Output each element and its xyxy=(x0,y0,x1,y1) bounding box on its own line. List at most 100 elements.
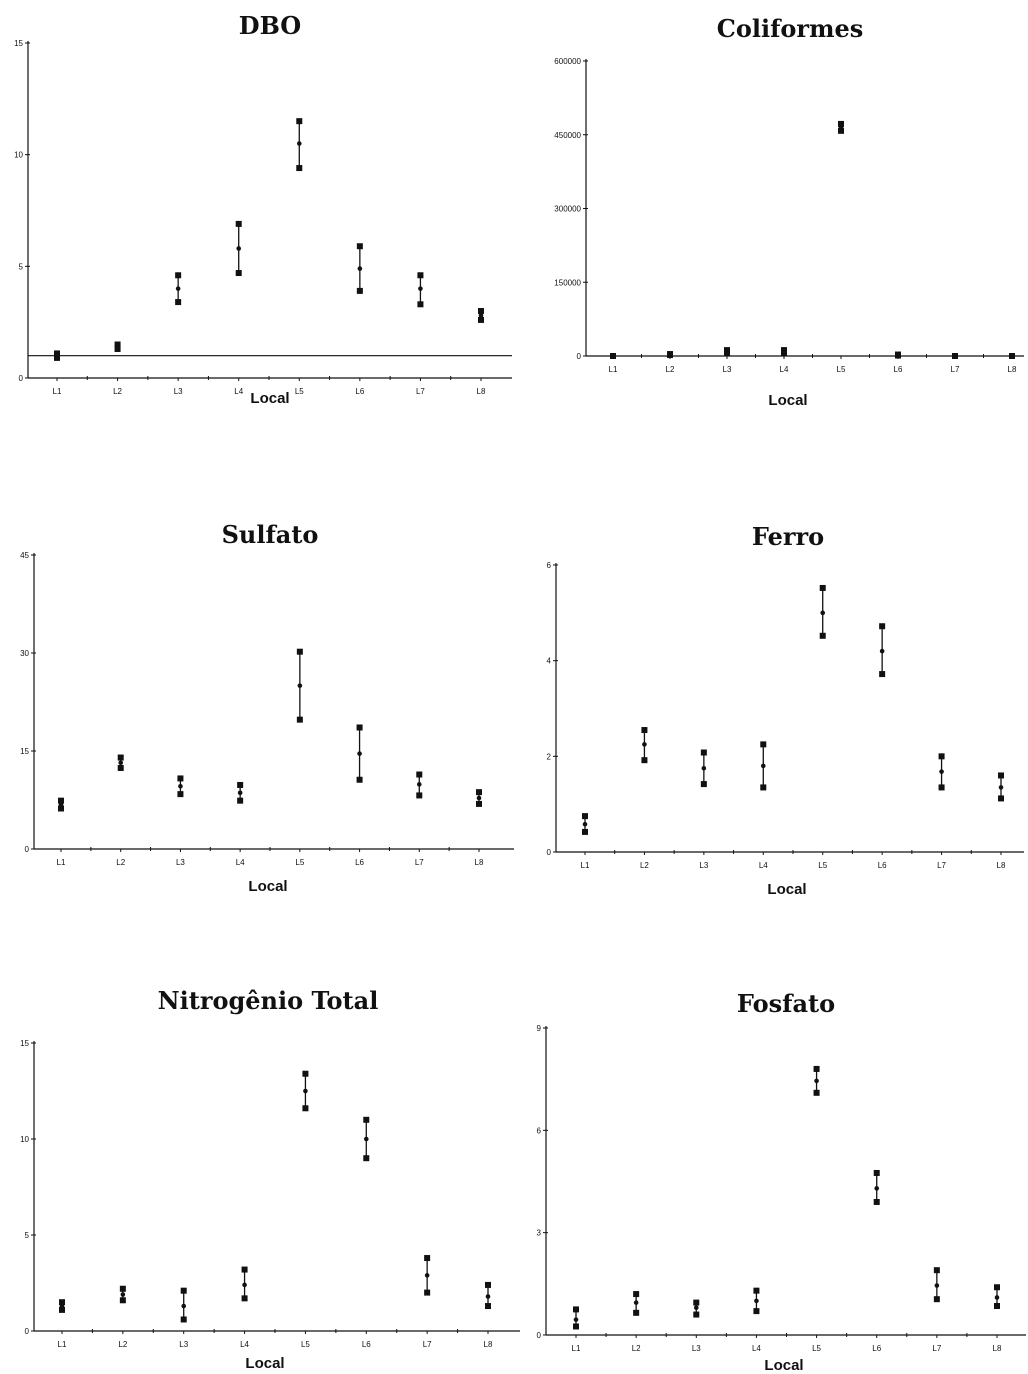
y-tick-label: 4 xyxy=(547,657,552,666)
mean-point xyxy=(363,1136,369,1142)
error-cap-low xyxy=(424,1289,431,1296)
x-tick-label: L5 xyxy=(837,365,846,374)
x-tick-label: L7 xyxy=(932,1344,941,1353)
mean-point xyxy=(418,286,423,291)
chart-panel: Coliformes 0 150000 300000 450000 600000 L1 L2 L… xyxy=(554,14,1024,409)
error-cap-low xyxy=(813,1089,820,1096)
error-cap-high xyxy=(58,797,64,804)
error-cap-low xyxy=(416,792,423,799)
chart-title: Fosfato xyxy=(737,989,835,1018)
mean-point xyxy=(485,1294,491,1299)
x-tick-label: L8 xyxy=(993,1344,1002,1353)
mean-point xyxy=(610,353,616,359)
error-cap-high xyxy=(235,220,242,227)
error-cap-low xyxy=(177,791,184,798)
mean-point xyxy=(478,313,484,318)
x-tick-label: L4 xyxy=(234,387,243,396)
y-tick-label: 0 xyxy=(25,1327,30,1336)
mean-point xyxy=(934,1283,940,1288)
error-cap-high xyxy=(633,1291,640,1298)
error-cap-high xyxy=(933,1267,940,1274)
error-cap-high xyxy=(994,1284,1000,1291)
error-cap-high xyxy=(180,1287,187,1294)
x-tick-label: L6 xyxy=(878,861,887,870)
x-tick-label: L6 xyxy=(894,365,903,374)
x-tick-label: L8 xyxy=(997,861,1006,870)
x-tick-label: L8 xyxy=(1008,365,1017,374)
error-cap-low xyxy=(760,784,767,791)
error-cap-low xyxy=(417,301,424,308)
mean-point xyxy=(781,349,787,354)
mean-point xyxy=(242,1282,247,1288)
mean-point xyxy=(178,783,183,789)
mean-point xyxy=(879,648,885,654)
x-tick-label: L2 xyxy=(118,1340,127,1349)
x-tick-label: L2 xyxy=(640,861,649,870)
error-cap-high xyxy=(819,584,826,591)
error-cap-high xyxy=(237,781,244,788)
x-tick-label: L7 xyxy=(416,387,425,396)
mean-point xyxy=(952,353,958,359)
x-tick-label: L7 xyxy=(951,365,960,374)
error-cap-high xyxy=(938,753,945,760)
error-cap-low xyxy=(175,299,182,306)
x-tick-label: L6 xyxy=(355,858,364,867)
error-cap-high xyxy=(356,243,363,250)
error-cap-low xyxy=(356,287,363,294)
mean-point xyxy=(998,785,1004,790)
y-tick-label: 10 xyxy=(14,151,23,160)
chart-panel: Sulfato 0 15 30 45 L1 L2 L3 L4 L5 L6 L7 L8 Local xyxy=(20,520,514,895)
chart-panel: Nitrogênio Total 0 5 10 15 L1 L2 L3 L4 L5 L6 L7 L8 Lo… xyxy=(20,986,520,1372)
error-cap-low xyxy=(478,316,484,323)
error-cap-low xyxy=(59,1306,65,1313)
mean-point xyxy=(237,790,243,796)
chart-title: DBO xyxy=(239,11,301,40)
x-tick-label: L7 xyxy=(937,861,946,870)
chart-panel: DBO 0 5 10 15 L1 L2 L3 L4 L5 L6 L7 L8 Local xyxy=(14,11,512,407)
error-cap-low xyxy=(933,1296,940,1303)
chart-title: Nitrogênio Total xyxy=(158,986,379,1015)
y-tick-label: 0 xyxy=(537,1331,542,1340)
x-tick-label: L3 xyxy=(179,1340,188,1349)
error-cap-high xyxy=(879,623,886,630)
error-cap-low xyxy=(573,1323,579,1330)
x-tick-label: L1 xyxy=(572,1344,581,1353)
error-cap-high xyxy=(302,1070,309,1077)
chart-title: Sulfato xyxy=(222,520,319,549)
y-tick-label: 3 xyxy=(537,1229,542,1238)
x-tick-label: L5 xyxy=(812,1344,821,1353)
mean-point xyxy=(59,1303,65,1309)
error-cap-low xyxy=(296,716,303,723)
error-cap-low xyxy=(119,1297,126,1304)
mean-point xyxy=(357,266,363,271)
mean-point xyxy=(115,344,120,350)
mean-point xyxy=(895,352,901,358)
error-cap-high xyxy=(485,1281,491,1288)
error-cap-low xyxy=(819,632,826,639)
error-cap-high xyxy=(582,813,588,820)
y-tick-label: 0 xyxy=(577,352,582,361)
x-tick-label: L7 xyxy=(423,1340,432,1349)
mean-point xyxy=(476,795,482,801)
mean-point xyxy=(874,1186,880,1191)
x-tick-label: L4 xyxy=(240,1340,249,1349)
error-cap-high xyxy=(417,272,424,279)
x-tick-label: L1 xyxy=(57,858,66,867)
error-cap-low xyxy=(838,127,844,134)
y-tick-label: 5 xyxy=(25,1231,30,1240)
y-tick-label: 45 xyxy=(20,551,29,560)
error-cap-high xyxy=(838,120,844,127)
x-tick-label: L3 xyxy=(723,365,732,374)
x-tick-label: L8 xyxy=(484,1340,493,1349)
mean-point xyxy=(296,141,302,146)
error-cap-high xyxy=(296,118,303,125)
y-tick-label: 2 xyxy=(547,752,552,761)
error-cap-high xyxy=(476,789,482,796)
x-tick-label: L8 xyxy=(475,858,484,867)
x-tick-label: L5 xyxy=(295,858,304,867)
x-axis-label: Local xyxy=(768,392,807,409)
error-cap-low xyxy=(180,1316,187,1323)
error-cap-low xyxy=(296,165,303,172)
error-cap-high xyxy=(59,1299,65,1306)
